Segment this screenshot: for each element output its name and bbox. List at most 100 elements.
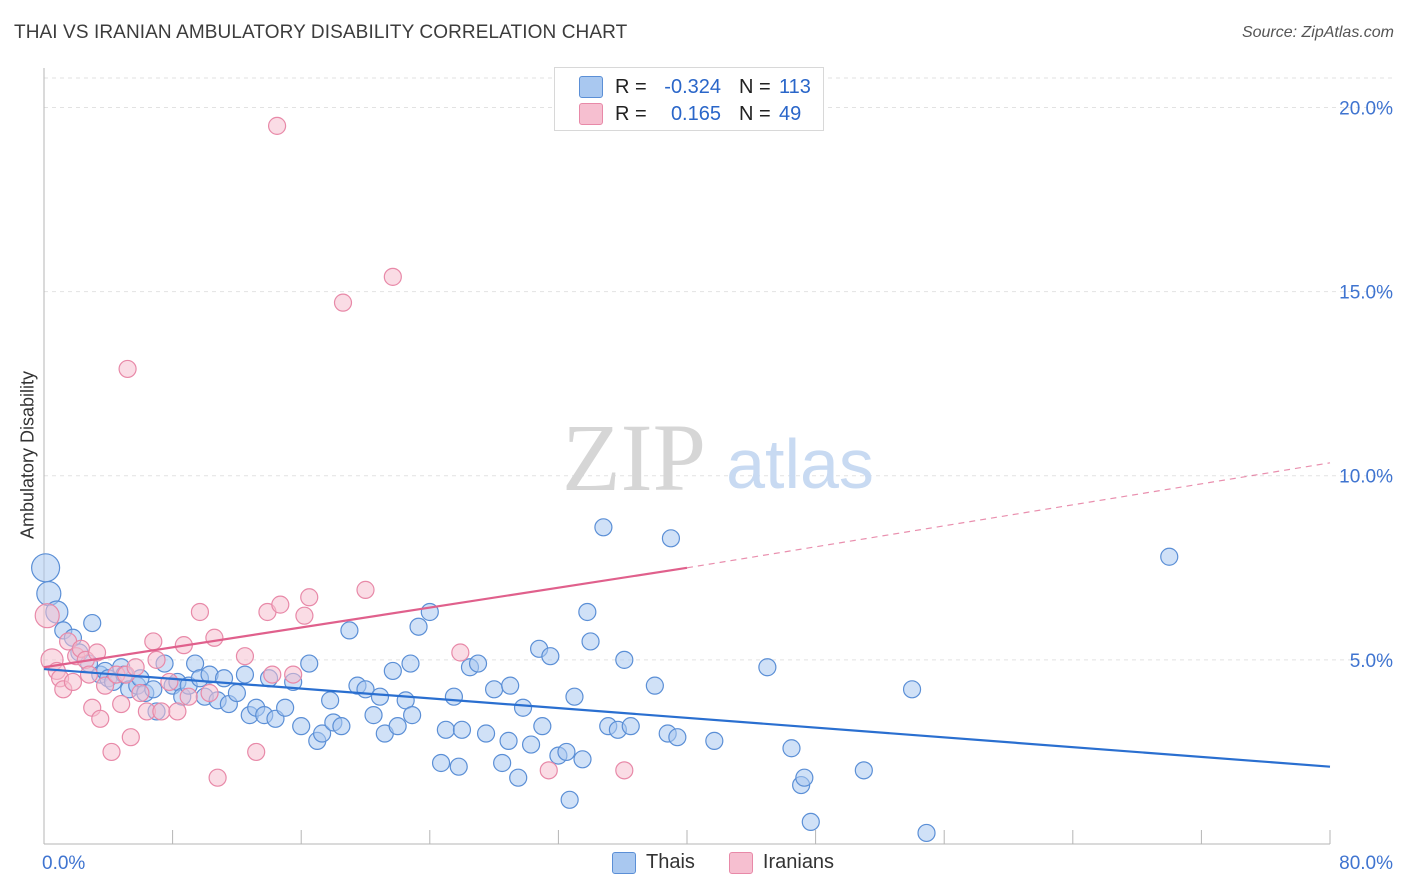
thais-legend-swatch — [612, 851, 636, 874]
thais-point-91 — [645, 676, 664, 695]
thais-point-62 — [436, 720, 455, 739]
thais-point-39 — [276, 698, 295, 717]
iranians-point-35 — [235, 647, 255, 666]
tick-labels: 5.0% 10.0% 15.0% 20.0% 0.0% 80.0% — [42, 98, 1393, 874]
thais-point-86 — [594, 518, 613, 537]
iranians-point-12 — [87, 643, 107, 662]
thais-point-82 — [565, 687, 584, 706]
iranians-point-14 — [95, 676, 115, 695]
iranians-point-20 — [121, 728, 140, 747]
iranians-point-27 — [160, 672, 179, 692]
thais-point-32 — [227, 683, 246, 703]
thais-point-96 — [758, 658, 777, 677]
x-tick-label-min: 0.0% — [42, 853, 85, 874]
iranians-point-6 — [63, 672, 83, 692]
thais-point-80 — [557, 742, 576, 762]
thais-point-7 — [83, 613, 102, 633]
thais-point-45 — [321, 691, 340, 710]
thais-point-65 — [452, 720, 472, 739]
iranians-point-13 — [91, 709, 110, 728]
r-label: R = — [615, 102, 647, 125]
thais-point-52 — [370, 687, 390, 706]
iranians-point-41 — [284, 665, 303, 684]
thais-point-41 — [292, 717, 311, 736]
iranians-point-38 — [263, 665, 282, 684]
thais-point-61 — [431, 753, 451, 773]
chart-source: Source: ZipAtlas.com — [1241, 24, 1394, 41]
thais-point-68 — [476, 724, 496, 743]
thais-point-70 — [493, 753, 512, 773]
thais-point-54 — [383, 661, 402, 681]
thais-point-51 — [364, 706, 383, 725]
thais-point-57 — [401, 654, 420, 673]
iranians-legend-swatch — [728, 851, 753, 874]
iranians-trend-extension — [686, 462, 1331, 569]
watermark: ZIP atlas — [562, 404, 874, 511]
r-value: 0.165 — [670, 102, 721, 125]
iranians-point-25 — [147, 650, 166, 669]
thais-point-97 — [782, 739, 801, 758]
thais-point-59 — [409, 617, 428, 636]
thais-point-71 — [499, 731, 518, 750]
thais-trend-line — [43, 667, 1331, 768]
thais-point-89 — [615, 650, 634, 669]
thais-point-100 — [801, 812, 820, 832]
iranians-point-15 — [102, 742, 121, 762]
thais-point-47 — [332, 717, 351, 736]
thais-point-33 — [235, 665, 255, 684]
thais-legend-label: Thais — [646, 851, 695, 873]
iranians-point-24 — [144, 632, 163, 651]
thais-point-67 — [468, 654, 488, 673]
iranians-point-0 — [34, 603, 60, 629]
thais-point-103 — [917, 823, 936, 843]
thais-point-72 — [501, 676, 520, 695]
thais-point-81 — [560, 790, 579, 809]
axes — [43, 68, 1331, 845]
grid-lines — [44, 77, 1394, 661]
iranians-point-45 — [356, 580, 375, 599]
iranians-point-30 — [179, 687, 198, 706]
iranians-point-32 — [200, 683, 219, 703]
iranians-point-17 — [112, 694, 131, 714]
iranians-point-49 — [615, 761, 634, 780]
y-tick-label-1: 10.0% — [1339, 467, 1393, 488]
x-tick-label-max: 80.0% — [1339, 853, 1393, 874]
r-label: R = — [615, 75, 647, 98]
y-tick-label-3: 20.0% — [1339, 98, 1393, 119]
thais-point-69 — [485, 680, 504, 699]
iranians-point-47 — [451, 643, 470, 662]
n-label: N = — [739, 102, 771, 125]
iranians-point-28 — [168, 702, 187, 721]
iranians-point-33 — [205, 628, 224, 647]
iranians-point-22 — [131, 683, 150, 703]
y-tick-label-2: 15.0% — [1339, 283, 1393, 304]
series-legend: Thais Iranians — [612, 851, 868, 874]
n-value: 113 — [779, 75, 811, 98]
thais-point-95 — [705, 731, 724, 750]
thais-points — [31, 518, 1179, 843]
thais-point-55 — [388, 717, 407, 736]
n-value: 49 — [779, 102, 802, 125]
iranians-point-21 — [126, 658, 145, 677]
watermark-zip: ZIP — [562, 404, 706, 511]
thais-point-58 — [403, 706, 422, 725]
thais-point-73 — [509, 768, 528, 787]
thais-point-85 — [581, 632, 600, 651]
legend-item-thais: Thais — [612, 851, 695, 874]
thais-point-75 — [521, 735, 541, 754]
iranians-point-42 — [295, 606, 314, 625]
iranians-point-26 — [152, 702, 171, 721]
thais-point-74 — [513, 698, 533, 717]
y-tick-label-0: 5.0% — [1350, 651, 1393, 672]
iranians-point-46 — [383, 267, 402, 286]
iranians-point-19 — [118, 359, 137, 379]
legend-row-iranians: R = 0.165 N = 49 — [579, 101, 801, 127]
watermark-atlas: atlas — [726, 425, 874, 503]
iranians-point-43 — [300, 588, 319, 607]
thais-point-83 — [573, 750, 592, 769]
iranians-point-44 — [333, 293, 353, 312]
thais-point-94 — [668, 728, 687, 747]
thais-point-93 — [661, 529, 681, 548]
chart-title: THAI VS IRANIAN AMBULATORY DISABILITY CO… — [14, 22, 628, 43]
